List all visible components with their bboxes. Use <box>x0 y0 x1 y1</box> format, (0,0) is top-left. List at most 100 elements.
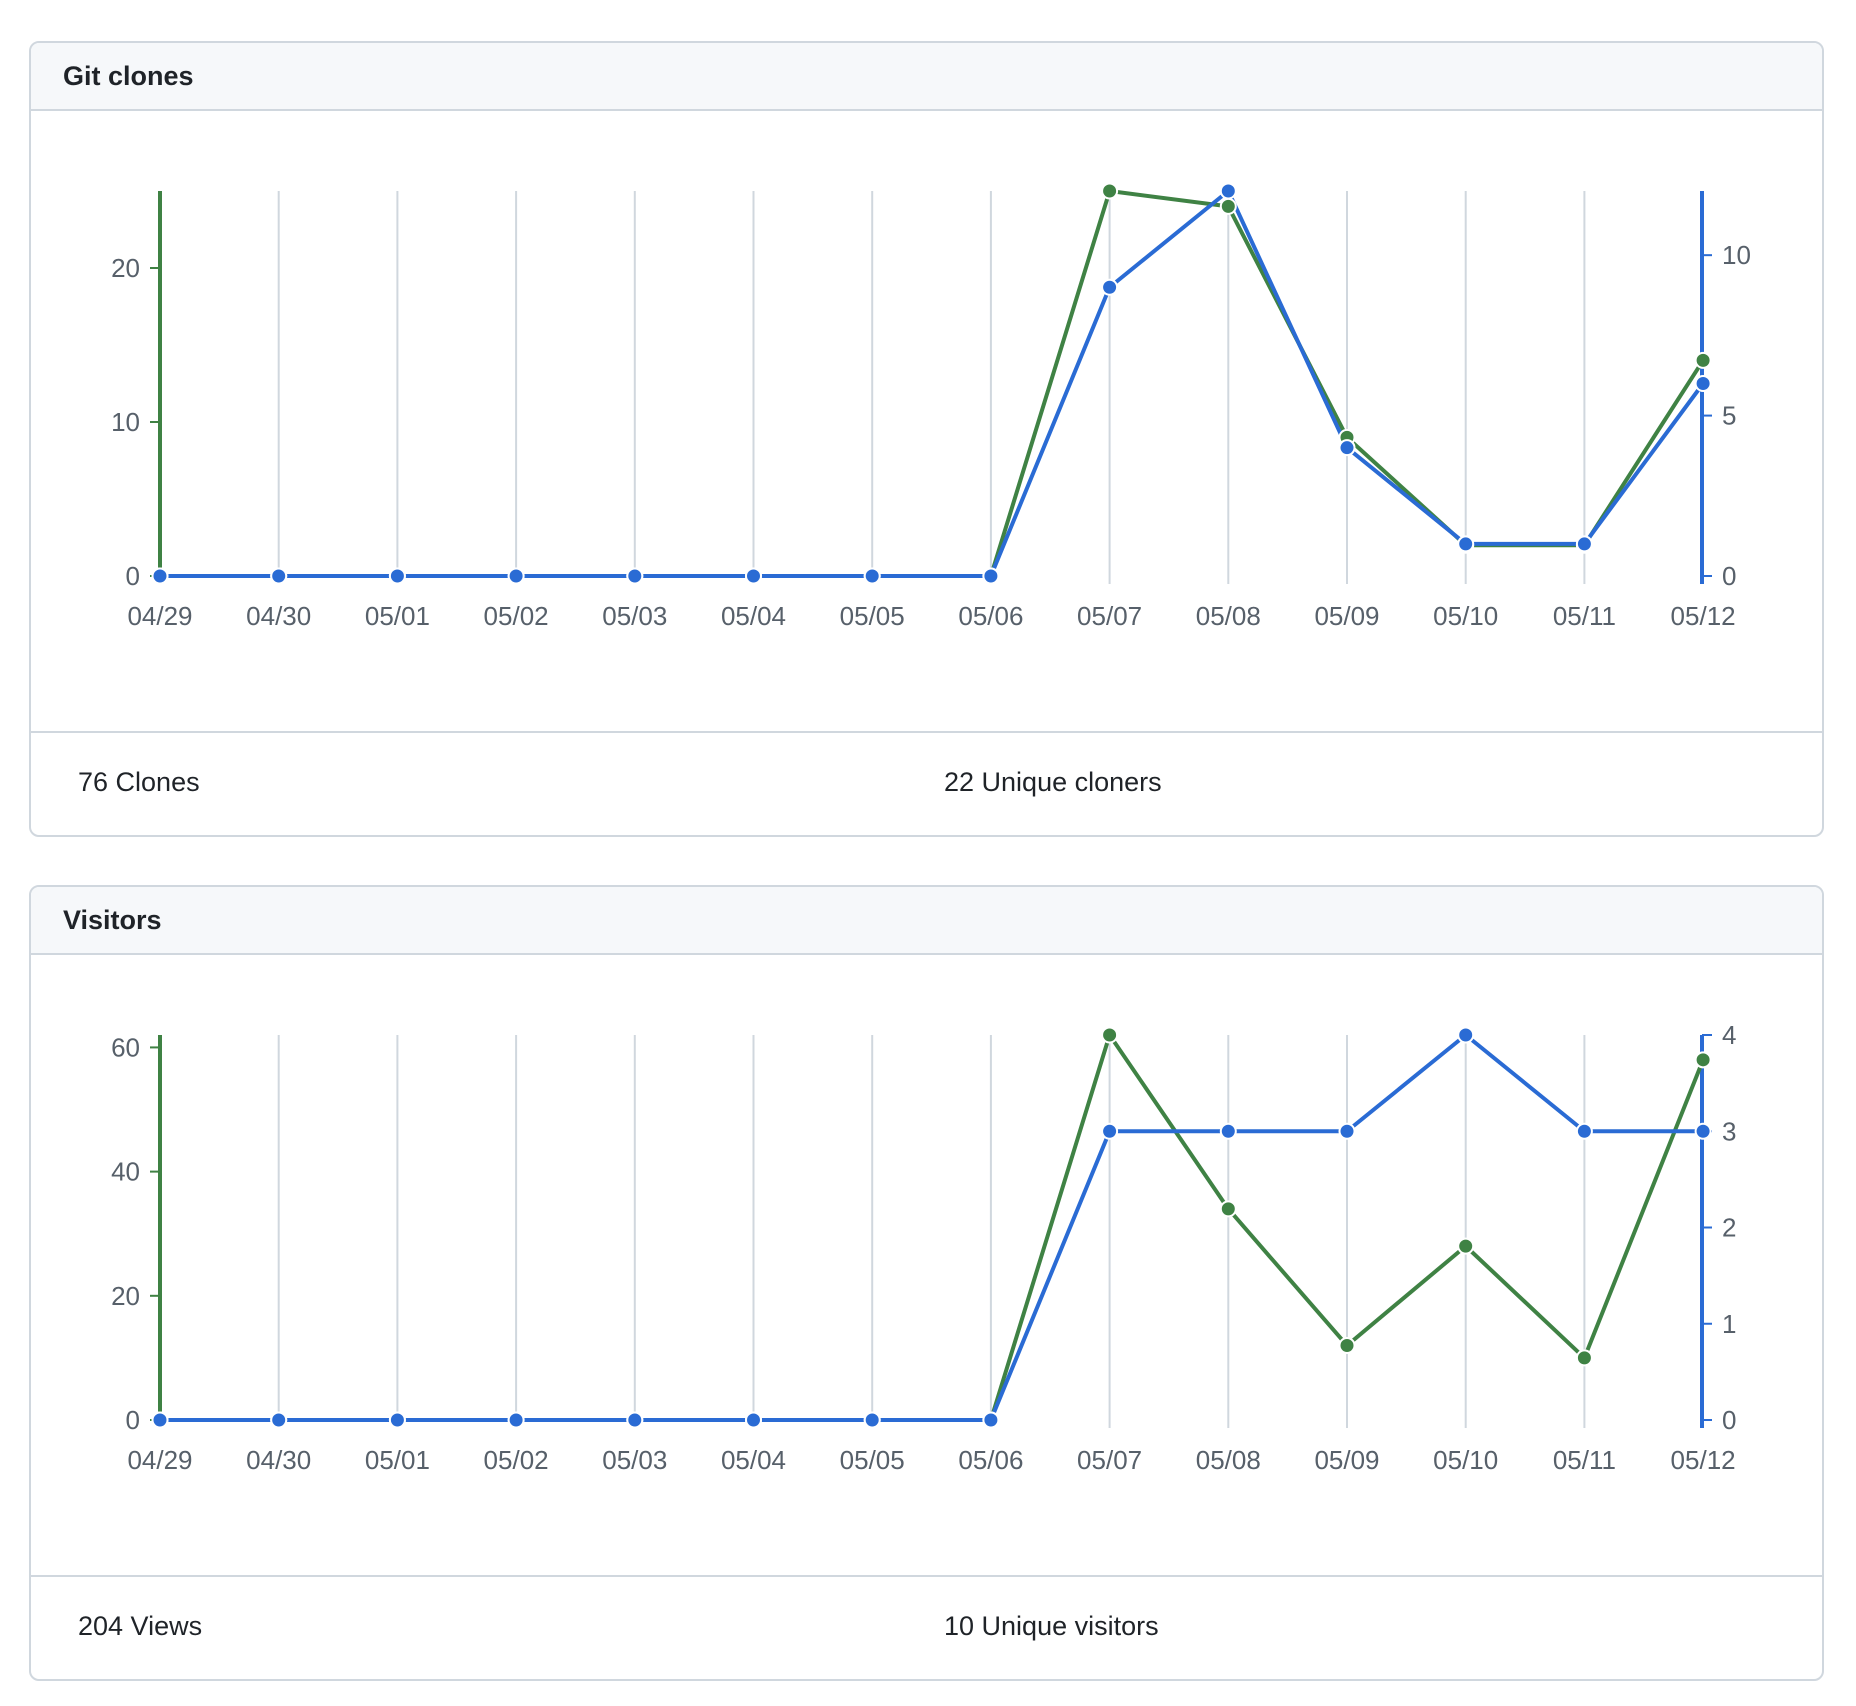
right-series-point <box>270 567 288 585</box>
left-series-point <box>1694 1051 1712 1069</box>
left-tick-label: 0 <box>126 561 140 591</box>
x-tick-label: 05/05 <box>840 1445 905 1475</box>
right-series-line <box>160 1033 1704 1422</box>
x-tick-label: 05/04 <box>721 601 786 631</box>
right-series-point <box>626 567 644 585</box>
panel-header: Git clones <box>31 43 1822 111</box>
x-tick-label: 04/29 <box>127 1445 192 1475</box>
x-tick-label: 05/07 <box>1077 1445 1142 1475</box>
right-tick-label: 0 <box>1722 1405 1736 1435</box>
right-tick-label: 3 <box>1722 1116 1736 1146</box>
left-tick-label: 20 <box>111 1281 140 1311</box>
x-tick-label: 05/11 <box>1553 1445 1616 1475</box>
left-tick-label: 40 <box>111 1157 140 1187</box>
visitors-panel: Visitors 0 20 40 60 0 1 2 3 4 04/29 04/30 05/01 05/0… <box>29 885 1824 1681</box>
x-tick-label: 05/11 <box>1553 601 1616 631</box>
x-tick-label: 05/06 <box>958 1445 1023 1475</box>
x-tick-label: 05/09 <box>1314 1445 1379 1475</box>
right-tick-label: 0 <box>1722 561 1736 591</box>
left-series-line <box>160 1033 1705 1422</box>
left-series-point <box>1338 1336 1356 1354</box>
right-series-point <box>745 1411 762 1429</box>
right-series-point <box>1575 1122 1593 1140</box>
right-series-point <box>151 567 169 585</box>
panel-header: Visitors <box>31 887 1822 955</box>
right-series-point <box>270 1411 288 1429</box>
right-series-point <box>151 1411 169 1429</box>
x-tick-label: 05/01 <box>365 601 430 631</box>
left-series-point <box>1101 182 1119 200</box>
x-tick-label: 04/30 <box>246 1445 311 1475</box>
x-tick-label: 05/02 <box>484 601 549 631</box>
right-tick-label: 2 <box>1722 1213 1736 1243</box>
right-series-point <box>1694 375 1712 392</box>
git-clones-chart: 0 10 20 0 5 10 04/29 04/30 05/01 05/02 05/03 05/04 0… <box>31 111 1822 733</box>
visitors-chart-svg: 0 20 40 60 0 1 2 3 4 04/29 04/30 05/01 05/02 05/03 05/… <box>111 1020 1736 1475</box>
right-series-point <box>1575 535 1593 553</box>
panel-title: Visitors <box>63 904 162 935</box>
right-series-point <box>1338 439 1356 457</box>
x-tick-label: 05/10 <box>1433 601 1498 631</box>
left-series-point <box>1694 351 1712 369</box>
x-tick-label: 05/02 <box>484 1445 549 1475</box>
left-series-point <box>1219 1200 1237 1218</box>
right-series-point <box>388 1411 406 1429</box>
unique-cloners-count: 22 Unique cloners <box>944 767 1162 797</box>
x-tick-label: 05/10 <box>1433 1445 1498 1475</box>
right-series-point <box>1457 1026 1475 1044</box>
x-tick-label: 05/12 <box>1671 601 1736 631</box>
clones-count: 76 Clones <box>78 767 200 797</box>
left-series-line <box>160 189 1705 578</box>
x-tick-label: 05/04 <box>721 1445 786 1475</box>
left-series-point <box>1101 1026 1119 1044</box>
x-tick-label: 05/09 <box>1314 601 1379 631</box>
panel-title: Git clones <box>63 60 194 91</box>
right-series-point <box>982 1411 1000 1429</box>
x-tick-label: 05/12 <box>1671 1445 1736 1475</box>
left-series-point <box>1457 1237 1475 1255</box>
right-series-point <box>626 1411 644 1429</box>
right-series-point <box>507 1411 525 1429</box>
right-series-point <box>1219 1122 1237 1140</box>
x-tick-label: 05/03 <box>602 1445 667 1475</box>
x-tick-label: 05/01 <box>365 1445 430 1475</box>
right-series-point <box>1219 182 1237 200</box>
x-tick-label: 04/30 <box>246 601 311 631</box>
right-series-point <box>1101 278 1119 296</box>
left-series-point <box>1219 197 1237 215</box>
x-tick-label: 04/29 <box>127 601 192 631</box>
views-count: 204 Views <box>78 1611 203 1641</box>
git-clones-chart-svg: 0 10 20 0 5 10 04/29 04/30 05/01 05/02 05/03 05/04 0… <box>111 182 1751 631</box>
right-series-point <box>863 567 881 585</box>
left-series-point <box>1575 1349 1593 1367</box>
visitors-chart: 0 20 40 60 0 1 2 3 4 04/29 04/30 05/01 05/02 05/03 05/… <box>31 955 1822 1577</box>
right-series-point <box>388 567 406 585</box>
git-clones-panel: Git clones 0 10 20 0 5 10 04/29 04/30 05/01 05/02… <box>29 41 1824 837</box>
x-tick-label: 05/05 <box>840 601 905 631</box>
right-series-point <box>863 1411 881 1429</box>
left-tick-label: 10 <box>111 407 140 437</box>
panel-footer: 204 Views 10 Unique visitors <box>31 1577 1822 1679</box>
right-series-point <box>507 567 525 585</box>
right-series-point <box>1338 1122 1356 1140</box>
right-tick-label: 5 <box>1722 401 1736 431</box>
left-tick-label: 60 <box>111 1032 140 1062</box>
unique-visitors-count: 10 Unique visitors <box>944 1611 1159 1641</box>
right-series-point <box>1457 535 1475 553</box>
right-series-point <box>1101 1122 1119 1140</box>
right-tick-label: 1 <box>1722 1309 1736 1339</box>
right-tick-label: 4 <box>1722 1020 1736 1050</box>
right-series-point <box>1694 1122 1712 1140</box>
panel-footer: 76 Clones 22 Unique cloners <box>31 733 1822 835</box>
x-tick-label: 05/08 <box>1196 601 1261 631</box>
left-tick-label: 20 <box>111 253 140 283</box>
x-tick-label: 05/08 <box>1196 1445 1261 1475</box>
x-tick-label: 05/07 <box>1077 601 1142 631</box>
left-tick-label: 0 <box>126 1405 140 1435</box>
right-series-point <box>982 567 1000 585</box>
x-tick-label: 05/06 <box>958 601 1023 631</box>
right-series-line <box>160 189 1705 578</box>
x-tick-label: 05/03 <box>602 601 667 631</box>
right-tick-label: 10 <box>1722 240 1751 270</box>
right-series-point <box>745 567 762 585</box>
